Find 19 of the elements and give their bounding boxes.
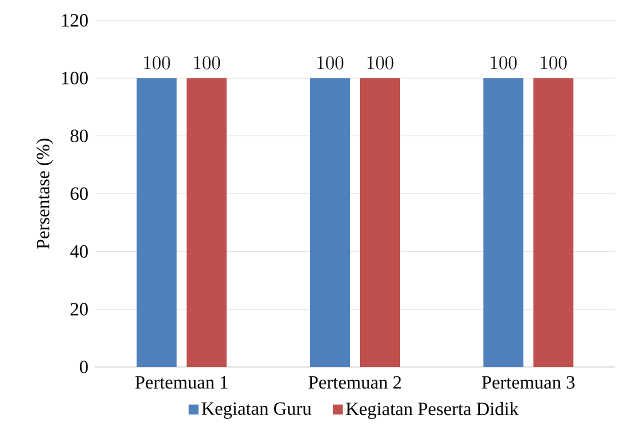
x-tick-label: Pertemuan 2	[308, 376, 401, 389]
data-label: 100	[144, 56, 170, 70]
y-tick-label: 100	[62, 72, 88, 84]
y-tick-label: 120	[62, 14, 88, 27]
y-tick-label: 40	[70, 245, 88, 258]
data-label: 100	[368, 56, 394, 70]
data-label: 100	[540, 56, 567, 70]
y-tick-label: 0	[80, 360, 88, 374]
legend-label: Kegiatan Guru	[202, 402, 312, 419]
y-tick-label: 80	[70, 130, 88, 142]
data-label: 100	[318, 56, 344, 70]
x-tick-label: Pertemuan 3	[482, 376, 575, 389]
y-tick-label: 20	[70, 302, 88, 316]
x-tick-label: Pertemuan 1	[135, 376, 228, 389]
legend-label: Kegiatan Peserta Didik	[346, 402, 519, 420]
y-tick-label: 60	[70, 187, 88, 200]
data-label: 100	[194, 56, 220, 70]
data-label: 100	[490, 56, 517, 70]
y-axis-title: Persentase (%)	[36, 138, 54, 249]
